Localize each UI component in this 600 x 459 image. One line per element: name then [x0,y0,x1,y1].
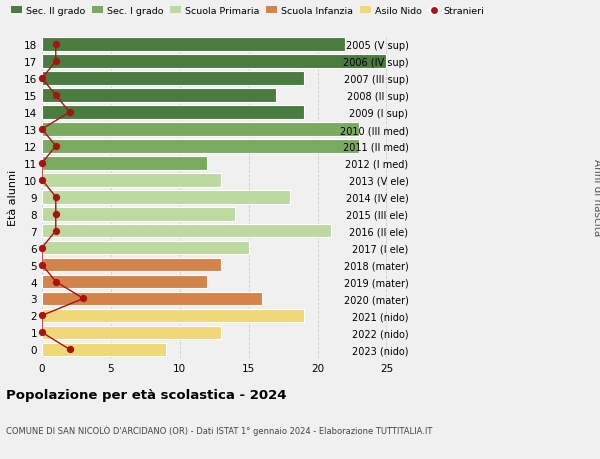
Point [37,245,47,252]
Point [51,211,61,218]
Y-axis label: Età alunni: Età alunni [8,169,19,225]
Bar [42,106,304,120]
Bar [42,224,331,238]
Point [51,278,61,285]
Bar [42,275,208,289]
Bar [42,241,248,255]
Bar [42,258,221,272]
Text: Anni di nascita: Anni di nascita [592,159,600,236]
Bar [42,56,386,69]
Point [37,261,47,269]
Bar [42,174,221,187]
Point [51,41,61,49]
Point [65,346,74,353]
Point [51,228,61,235]
Point [37,312,47,319]
Bar [42,157,208,170]
Bar [42,343,166,356]
Point [37,177,47,184]
Point [37,160,47,167]
Point [37,126,47,134]
Point [51,92,61,100]
Text: Popolazione per età scolastica - 2024: Popolazione per età scolastica - 2024 [6,388,287,401]
Bar [42,326,221,339]
Point [37,329,47,336]
Bar [42,123,359,136]
Bar [42,72,304,86]
Bar [42,292,262,306]
Text: COMUNE DI SAN NICOLÒ D'ARCIDANO (OR) - Dati ISTAT 1° gennaio 2024 - Elaborazione: COMUNE DI SAN NICOLÒ D'ARCIDANO (OR) - D… [6,425,433,435]
Bar [42,309,304,323]
Bar [42,140,359,153]
Point [79,295,88,302]
Point [51,194,61,201]
Point [51,143,61,150]
Bar [42,89,276,103]
Point [37,75,47,83]
Point [51,58,61,66]
Bar [42,39,345,52]
Bar [42,207,235,221]
Legend: Sec. II grado, Sec. I grado, Scuola Primaria, Scuola Infanzia, Asilo Nido, Stran: Sec. II grado, Sec. I grado, Scuola Prim… [11,7,484,16]
Bar [42,190,290,204]
Point [65,109,74,117]
